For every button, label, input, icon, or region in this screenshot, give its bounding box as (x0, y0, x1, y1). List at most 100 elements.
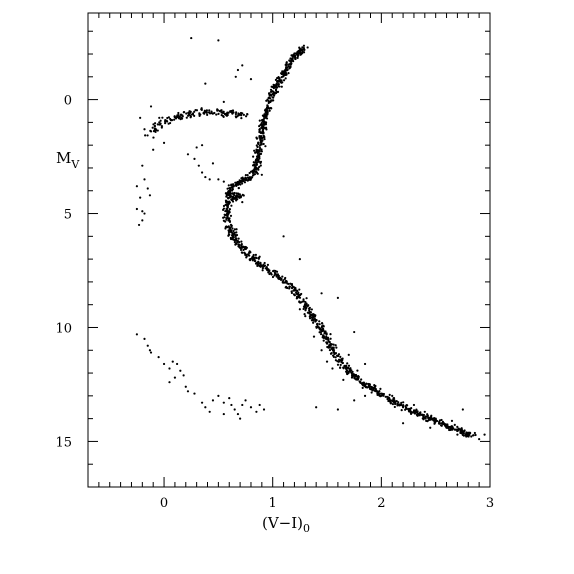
data-point (280, 72, 283, 75)
data-point (281, 81, 284, 84)
data-point (241, 64, 244, 67)
data-point (154, 130, 157, 134)
data-point (144, 134, 147, 137)
data-point (253, 169, 256, 172)
y-tick-label: 5 (64, 208, 72, 223)
data-point (336, 363, 340, 366)
data-point (284, 276, 287, 280)
data-point (292, 289, 295, 292)
data-point (238, 196, 241, 199)
data-point (169, 119, 173, 122)
data-point (454, 428, 457, 431)
data-point (135, 333, 138, 336)
data-point (400, 401, 403, 404)
data-point (285, 63, 288, 67)
data-point (229, 195, 232, 198)
data-point (337, 360, 341, 363)
data-point (232, 196, 235, 200)
data-point (273, 94, 276, 97)
data-point (409, 408, 412, 411)
data-point (348, 367, 351, 370)
data-point (347, 353, 350, 356)
data-point (298, 258, 301, 261)
data-point (258, 128, 261, 131)
data-point (168, 367, 171, 370)
data-point (356, 378, 359, 381)
data-point (268, 96, 271, 100)
data-point (379, 387, 382, 390)
data-point (228, 217, 231, 220)
data-point (334, 356, 337, 359)
data-point (437, 421, 441, 425)
data-point (252, 155, 255, 158)
data-point (171, 360, 174, 363)
data-point (421, 417, 424, 420)
data-point (149, 351, 153, 354)
data-point (294, 54, 297, 57)
data-point (446, 423, 449, 426)
data-point (222, 115, 225, 118)
x-tick-label: 3 (486, 496, 494, 511)
data-point (451, 425, 454, 428)
data-point (226, 111, 229, 114)
data-point (377, 391, 380, 395)
data-point (312, 321, 315, 324)
data-point (320, 322, 324, 325)
data-point (235, 111, 238, 114)
data-point (298, 46, 301, 49)
data-point (203, 109, 206, 112)
data-point (291, 285, 295, 288)
data-point (227, 234, 230, 237)
data-point (184, 385, 187, 388)
data-point (237, 237, 240, 240)
data-point (426, 413, 429, 416)
data-point (235, 231, 238, 234)
data-point (362, 381, 366, 384)
data-point (325, 341, 328, 344)
data-point (423, 416, 426, 419)
data-point (264, 123, 268, 126)
data-point (173, 376, 177, 379)
data-point (259, 138, 262, 141)
data-point (274, 78, 278, 81)
data-point (241, 251, 244, 254)
data-point (249, 77, 253, 81)
data-point (265, 117, 269, 120)
data-point (225, 218, 228, 221)
data-point (143, 337, 146, 340)
data-point (229, 214, 233, 217)
data-point (197, 164, 200, 167)
data-point (453, 423, 456, 426)
data-point (460, 430, 463, 433)
data-point (297, 51, 300, 55)
data-point (425, 415, 428, 418)
data-point (231, 185, 234, 189)
data-point (156, 123, 159, 126)
data-point (227, 201, 230, 204)
data-point (263, 138, 266, 141)
data-point (235, 228, 238, 231)
data-point (151, 126, 154, 129)
data-point (193, 392, 196, 395)
data-point (253, 259, 256, 263)
data-point (271, 275, 275, 279)
data-point (187, 111, 190, 114)
data-point (353, 399, 356, 402)
data-point (239, 417, 242, 420)
data-point (265, 128, 268, 131)
data-point (324, 330, 327, 333)
data-point (378, 392, 382, 395)
data-point (200, 171, 204, 174)
data-point (255, 161, 258, 165)
data-point (283, 281, 287, 284)
x-tick-label: 1 (269, 496, 277, 511)
data-point (253, 258, 256, 261)
data-point (290, 291, 294, 295)
data-point (244, 253, 247, 257)
data-point (285, 61, 288, 64)
data-point (167, 122, 170, 125)
data-point (336, 408, 339, 411)
data-point (236, 181, 239, 185)
data-point (271, 99, 274, 102)
data-point (229, 110, 232, 113)
